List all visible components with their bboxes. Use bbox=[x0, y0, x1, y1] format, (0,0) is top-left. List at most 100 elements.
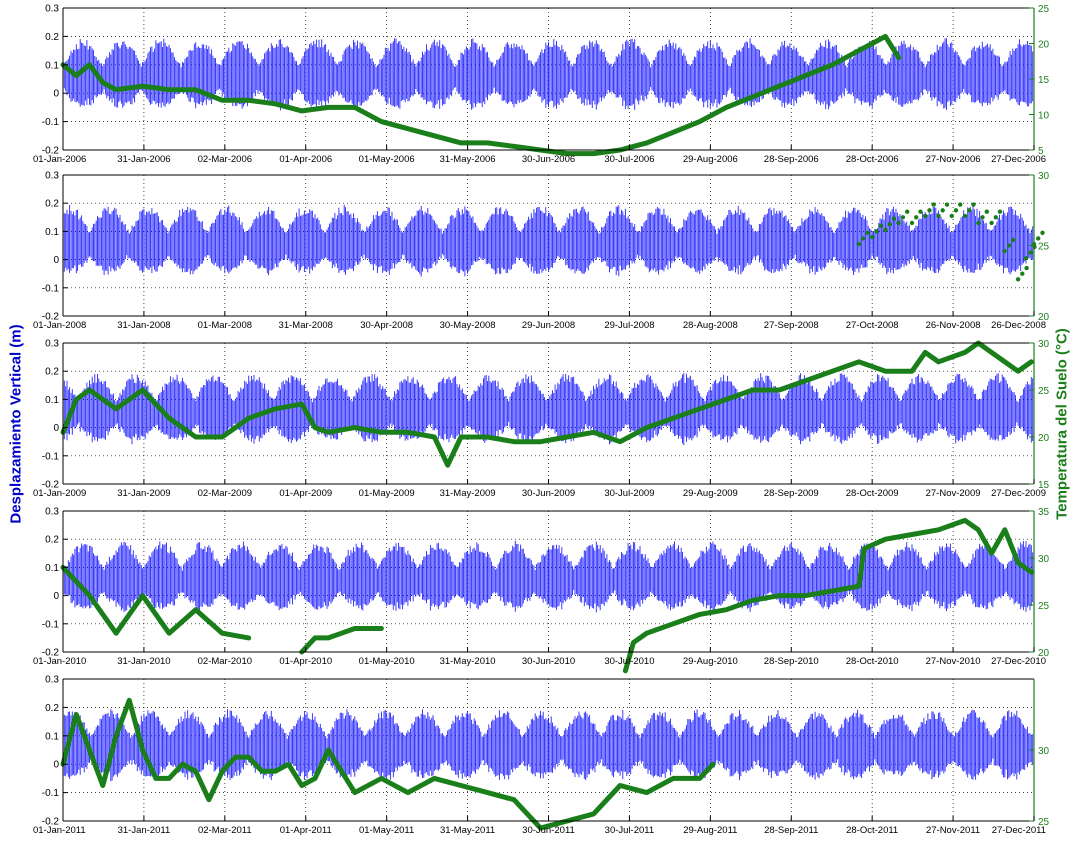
temperature-series-0 bbox=[60, 340, 1034, 468]
temperature-point bbox=[1028, 250, 1033, 255]
temperature-point bbox=[918, 209, 923, 214]
temperature-point bbox=[883, 227, 888, 233]
tick-label-right: 25 bbox=[1038, 4, 1050, 15]
temperature-point bbox=[1011, 237, 1016, 243]
tick-label-bottom: 31-Jan-2011 bbox=[118, 825, 171, 836]
tick-label-bottom: 01-Apr-2006 bbox=[279, 154, 332, 165]
temperature-point bbox=[878, 223, 883, 228]
temperature-point bbox=[874, 229, 879, 234]
tick-label-bottom: 30-Apr-2008 bbox=[360, 320, 413, 331]
tick-label-right: 20 bbox=[1038, 312, 1050, 323]
tick-label-left: -0.2 bbox=[42, 648, 60, 659]
y-axis-label-right: Temperatura del Suelo (°C) bbox=[1053, 328, 1071, 520]
temperature-point bbox=[1020, 271, 1025, 276]
tick-label-left: 0 bbox=[53, 760, 59, 771]
temperature-point bbox=[856, 241, 862, 247]
tick-label-bottom: 30-Jun-2011 bbox=[522, 825, 575, 836]
tick-label-bottom: 28-Sep-2011 bbox=[764, 825, 818, 836]
tick-label-left: -0.2 bbox=[42, 146, 60, 157]
panel-2009: -0.2 -0.1 0 0.1 0.2 0.3 15 20 25 30 01-Jan-2009 31-… bbox=[33, 339, 1050, 500]
temperature-point bbox=[1023, 256, 1029, 261]
tick-label-right: 25 bbox=[1038, 242, 1050, 253]
tick-label-left: 0.2 bbox=[45, 367, 59, 378]
tick-label-bottom: 30-Jul-2009 bbox=[604, 488, 654, 499]
tick-label-bottom: 30-May-2008 bbox=[440, 320, 496, 331]
tick-label-right: 30 bbox=[1038, 339, 1050, 350]
temperature-point bbox=[1024, 265, 1029, 271]
tick-label-left: 0.3 bbox=[45, 4, 59, 15]
tick-label-bottom: 01-May-2011 bbox=[359, 825, 414, 836]
temperature-point bbox=[900, 215, 906, 220]
tick-label-bottom: 27-Oct-2008 bbox=[846, 320, 899, 331]
tick-label-bottom: 28-Oct-2006 bbox=[846, 154, 899, 165]
temperature-point bbox=[971, 202, 976, 207]
tick-label-left: -0.1 bbox=[42, 283, 60, 294]
tick-label-right: 10 bbox=[1038, 111, 1050, 122]
tick-label-bottom: 27-Dec-2010 bbox=[991, 656, 1046, 667]
tick-label-bottom: 29-Aug-2010 bbox=[683, 656, 738, 667]
tick-label-left: 0.3 bbox=[45, 675, 59, 686]
tick-label-bottom: 28-Sep-2010 bbox=[764, 656, 819, 667]
tick-label-bottom: 30-Jun-2009 bbox=[522, 488, 575, 499]
temperature-point bbox=[984, 209, 989, 214]
tick-label-bottom: 02-Mar-2006 bbox=[198, 154, 252, 165]
tick-label-left: 0.3 bbox=[45, 507, 59, 518]
tick-label-right: 5 bbox=[1038, 146, 1044, 157]
tick-label-bottom: 01-Jan-2006 bbox=[33, 154, 86, 165]
tick-label-bottom: 27-Nov-2010 bbox=[926, 656, 981, 667]
temperature-point bbox=[936, 213, 941, 219]
tick-label-right: 20 bbox=[1038, 40, 1050, 51]
tick-label-bottom: 01-Jan-2011 bbox=[33, 825, 86, 836]
temperature-point bbox=[1006, 243, 1012, 248]
tick-label-right: 15 bbox=[1038, 480, 1050, 491]
tick-label-bottom: 01-Mar-2008 bbox=[198, 320, 252, 331]
tick-label-right: 30 bbox=[1038, 746, 1050, 757]
tick-label-bottom: 27-Dec-2011 bbox=[992, 825, 1046, 836]
tick-label-bottom: 02-Mar-2011 bbox=[198, 825, 252, 836]
tick-label-bottom: 30-Jul-2010 bbox=[604, 656, 654, 667]
tick-label-bottom: 01-Apr-2009 bbox=[279, 488, 332, 499]
tick-label-bottom: 01-Jan-2010 bbox=[33, 656, 86, 667]
temperature-point bbox=[891, 216, 897, 221]
temperature-series-1 bbox=[299, 626, 384, 655]
temperature-point bbox=[940, 208, 945, 213]
tick-label-right: 35 bbox=[1038, 507, 1050, 518]
tick-label-bottom: 28-Sep-2006 bbox=[764, 154, 819, 165]
temperature-series-0 bbox=[60, 33, 902, 157]
tick-label-bottom: 01-Jan-2009 bbox=[33, 488, 86, 499]
temperature-point bbox=[989, 220, 994, 226]
tick-label-bottom: 29-Jul-2008 bbox=[604, 320, 654, 331]
temperature-point bbox=[1002, 248, 1007, 254]
tick-label-right: 25 bbox=[1038, 817, 1050, 828]
tick-label-right: 30 bbox=[1038, 171, 1050, 182]
tick-label-bottom: 01-May-2006 bbox=[359, 154, 415, 165]
tick-label-bottom: 31-May-2011 bbox=[440, 825, 495, 836]
tick-label-left: 0.2 bbox=[45, 703, 59, 714]
temperature-point bbox=[860, 236, 866, 241]
tick-label-bottom: 31-Jan-2009 bbox=[117, 488, 170, 499]
tick-label-bottom: 26-Nov-2008 bbox=[926, 320, 981, 331]
tick-label-right: 25 bbox=[1038, 386, 1050, 397]
temperature-point bbox=[1036, 236, 1041, 241]
tick-label-bottom: 01-May-2009 bbox=[359, 488, 415, 499]
tick-label-bottom: 29-Jun-2008 bbox=[522, 320, 575, 331]
tick-label-left: 0.1 bbox=[45, 395, 59, 406]
panel-2008: -0.2 -0.1 0 0.1 0.2 0.3 20 25 30 01-Jan-2008 31-Ja… bbox=[33, 171, 1050, 332]
tick-label-left: 0.1 bbox=[45, 60, 59, 71]
tick-label-bottom: 27-Nov-2009 bbox=[926, 488, 981, 499]
tick-label-left: -0.1 bbox=[42, 451, 60, 462]
temperature-point bbox=[1040, 230, 1045, 235]
temperature-point bbox=[949, 213, 954, 219]
tick-label-bottom: 28-Aug-2008 bbox=[683, 320, 738, 331]
temperature-point bbox=[923, 213, 928, 219]
temperature-point bbox=[976, 220, 981, 226]
tick-label-bottom: 28-Oct-2009 bbox=[846, 488, 899, 499]
temperature-point bbox=[958, 202, 963, 207]
temperature-point bbox=[905, 209, 910, 214]
tick-label-bottom: 27-Dec-2006 bbox=[991, 154, 1046, 165]
tick-label-right: 30 bbox=[1038, 554, 1050, 565]
tick-label-bottom: 29-Aug-2011 bbox=[683, 825, 737, 836]
tick-label-bottom: 31-Jan-2010 bbox=[117, 656, 170, 667]
tick-label-left: 0.3 bbox=[45, 171, 59, 182]
tick-label-left: 0 bbox=[53, 89, 59, 100]
